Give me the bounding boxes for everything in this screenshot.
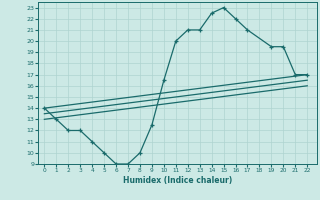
X-axis label: Humidex (Indice chaleur): Humidex (Indice chaleur) [123, 176, 232, 185]
